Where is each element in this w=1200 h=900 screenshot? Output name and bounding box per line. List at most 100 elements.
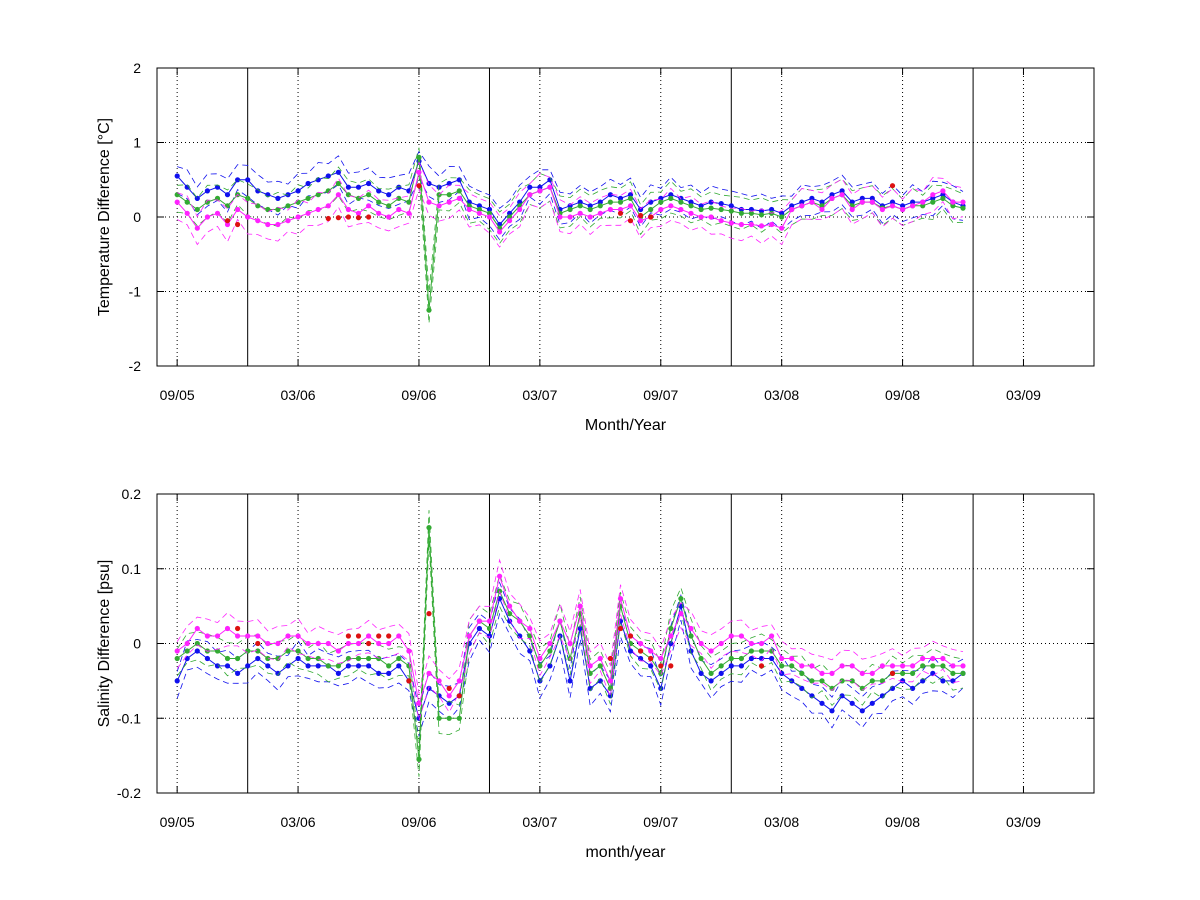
data-point [567, 206, 573, 213]
x-tick-label: 09/06 [401, 387, 436, 403]
data-point [758, 640, 765, 647]
data-point [275, 221, 281, 228]
data-point [486, 618, 493, 624]
data-point [940, 192, 946, 198]
data-point [255, 655, 261, 662]
data-point [426, 180, 432, 187]
data-point [577, 210, 583, 216]
data-point [728, 633, 734, 639]
data-point [366, 192, 372, 198]
data-point [335, 169, 341, 175]
data-point [839, 192, 845, 198]
data-point [617, 596, 624, 602]
data-point [255, 188, 261, 194]
data-point [940, 195, 946, 201]
data-point [879, 678, 886, 684]
data-point [779, 225, 785, 231]
y-tick-label: -0.1 [117, 710, 141, 726]
data-point [366, 663, 372, 669]
data-point [668, 203, 674, 209]
data-point [587, 663, 593, 669]
data-point [648, 655, 654, 662]
data-point [819, 203, 825, 209]
data-point [507, 603, 513, 609]
data-point [275, 670, 281, 677]
data-point [517, 633, 523, 639]
data-point [577, 603, 583, 609]
data-point [537, 655, 543, 662]
data-point [507, 611, 513, 617]
data-point [688, 210, 694, 216]
data-point [446, 199, 452, 205]
data-point [950, 670, 956, 677]
data-point [285, 633, 291, 639]
data-point [819, 678, 825, 684]
data-point [366, 180, 372, 187]
data-point [698, 206, 704, 213]
x-tick-label: 03/08 [764, 814, 799, 830]
data-point [355, 633, 362, 639]
data-point [184, 210, 190, 216]
data-point [940, 188, 946, 194]
data-point [617, 625, 624, 632]
data-point [829, 670, 835, 677]
data-point [900, 203, 906, 209]
lower-envelope-line [176, 540, 964, 777]
data-point [849, 663, 855, 669]
data-point [758, 648, 765, 654]
series-magenta [174, 161, 966, 248]
data-point [376, 210, 382, 216]
x-tick-label: 03/07 [522, 814, 557, 830]
data-point [456, 177, 462, 183]
data-point [920, 203, 926, 209]
data-point [638, 640, 644, 647]
data-point [688, 648, 694, 654]
data-point [295, 633, 301, 639]
data-point [386, 214, 392, 220]
data-point [396, 206, 402, 213]
data-point [305, 195, 311, 201]
data-point [900, 663, 906, 669]
data-point [809, 663, 815, 669]
data-point [658, 206, 664, 213]
data-point [406, 210, 412, 216]
series-red [224, 183, 896, 228]
data-point [527, 648, 533, 654]
upper-envelope-line [176, 558, 964, 694]
data-point [799, 199, 805, 205]
data-point [617, 195, 624, 201]
data-point [829, 195, 835, 201]
data-point [789, 206, 795, 213]
data-point [607, 206, 614, 213]
data-point [486, 206, 493, 213]
data-point [285, 648, 291, 654]
data-point [335, 180, 341, 187]
data-point [416, 183, 422, 189]
lower-envelope-line [176, 590, 964, 721]
data-point [466, 633, 472, 639]
data-point [416, 756, 422, 763]
data-point [597, 199, 603, 205]
data-point [607, 685, 614, 692]
series-red [235, 611, 896, 699]
data-point [315, 655, 321, 662]
data-point [668, 663, 674, 669]
data-point [325, 173, 331, 179]
data-point [617, 199, 624, 205]
data-point [355, 210, 362, 216]
y-tick-label: 2 [133, 60, 141, 76]
lower-envelope-line [177, 174, 964, 324]
y-tick-label: 0.2 [122, 486, 142, 502]
data-point [315, 206, 321, 213]
upper-envelope-line [177, 150, 964, 209]
data-point [688, 625, 694, 632]
data-point [809, 199, 815, 205]
data-point [920, 678, 926, 684]
data-point [547, 648, 553, 654]
data-point [718, 218, 724, 224]
data-point [255, 218, 261, 224]
data-point [607, 678, 614, 684]
data-point [718, 206, 724, 213]
data-point [648, 206, 654, 213]
data-point [476, 203, 482, 209]
